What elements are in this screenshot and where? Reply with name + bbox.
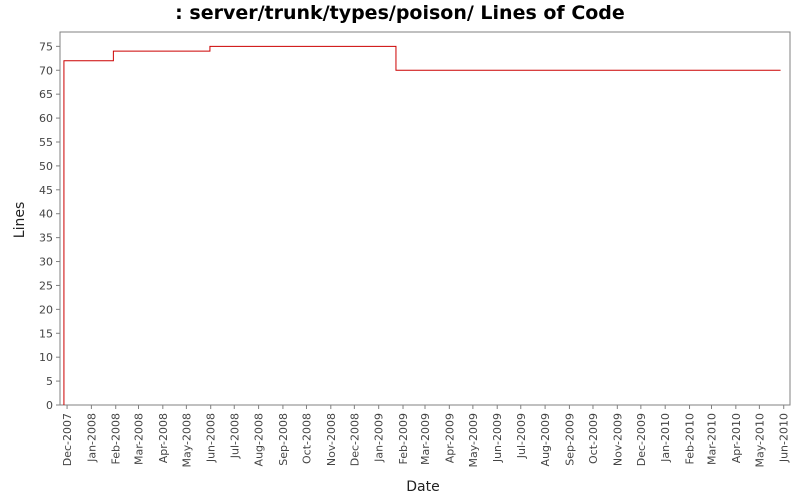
y-tick-label: 40 <box>39 208 53 221</box>
x-tick-label: Feb-2009 <box>397 413 410 464</box>
x-tick-label: Oct-2008 <box>300 413 313 464</box>
y-tick-label: 75 <box>39 40 53 53</box>
x-tick-label: Apr-2010 <box>730 413 743 463</box>
x-tick-label: Jul-2009 <box>515 413 528 459</box>
y-tick-label: 5 <box>46 375 53 388</box>
x-tick-label: Jun-2009 <box>491 413 504 463</box>
x-tick-label: Jul-2008 <box>228 413 241 459</box>
x-tick-label: Oct-2009 <box>587 413 600 464</box>
x-tick-label: Apr-2009 <box>443 413 456 463</box>
x-tick-label: Sep-2009 <box>563 413 576 466</box>
x-tick-label: Sep-2008 <box>277 413 290 466</box>
x-tick-label: Aug-2009 <box>539 413 552 466</box>
series-line <box>63 45 781 405</box>
y-tick-label: 35 <box>39 232 53 245</box>
y-axis-title: Lines <box>12 202 28 238</box>
x-tick-label: Jan-2008 <box>85 413 98 463</box>
x-tick-label: May-2010 <box>753 413 766 468</box>
x-tick-label: Dec-2008 <box>348 413 361 466</box>
x-tick-label: Jun-2010 <box>778 413 791 463</box>
y-tick-label: 25 <box>39 279 53 292</box>
x-tick-label: Jun-2008 <box>205 413 218 463</box>
y-tick-label: 0 <box>46 399 53 412</box>
y-tick-label: 60 <box>39 112 53 125</box>
y-tick-label: 50 <box>39 160 53 173</box>
y-axis: 0 5 10 15 20 25 30 35 40 45 50 55 60 65 70 75 <box>39 40 60 412</box>
plot-area <box>59 31 791 406</box>
y-tick-label: 15 <box>39 327 53 340</box>
x-tick-label: May-2008 <box>180 413 193 468</box>
y-tick-label: 70 <box>39 64 53 77</box>
chart-title: : server/trunk/types/poison/ Lines of Co… <box>175 2 625 24</box>
y-tick-label: 45 <box>39 184 53 197</box>
x-tick-label: Dec-2009 <box>635 413 648 466</box>
x-tick-label: Dec-2007 <box>61 413 74 466</box>
x-tick-label: Jan-2010 <box>659 413 672 463</box>
x-tick-label: Feb-2008 <box>110 413 123 464</box>
x-tick-label: Aug-2008 <box>253 413 266 466</box>
x-tick-label: Mar-2009 <box>419 413 432 465</box>
y-tick-label: 20 <box>39 303 53 316</box>
x-tick-label: Nov-2009 <box>611 413 624 466</box>
y-tick-label: 30 <box>39 256 53 269</box>
x-axis-title: Date <box>406 479 439 495</box>
x-tick-label: Apr-2008 <box>157 413 170 463</box>
x-tick-label: Nov-2008 <box>325 413 338 466</box>
y-tick-label: 65 <box>39 88 53 101</box>
x-axis: Dec-2007 Jan-2008 Feb-2008 Mar-2008 Apr-2008… <box>61 405 791 468</box>
x-tick-label: Feb-2010 <box>684 413 697 464</box>
x-tick-label: Mar-2010 <box>706 413 719 465</box>
series-layer <box>63 45 781 405</box>
x-tick-label: Jan-2009 <box>373 413 386 463</box>
x-tick-label: Mar-2008 <box>132 413 145 465</box>
y-tick-label: 55 <box>39 136 53 149</box>
y-tick-label: 10 <box>39 351 53 364</box>
x-tick-label: May-2009 <box>467 413 480 468</box>
